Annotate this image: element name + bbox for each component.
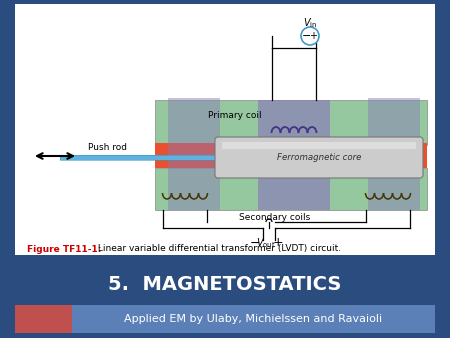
Bar (60, 155, 218, 160)
Text: Linear variable differential transformer (LVDT) circuit.: Linear variable differential transformer… (95, 244, 341, 254)
Bar (155, 168, 427, 210)
Text: Ferromagnetic core: Ferromagnetic core (277, 153, 361, 162)
Text: Secondary coils: Secondary coils (239, 214, 310, 222)
FancyBboxPatch shape (215, 137, 423, 178)
Text: −: − (302, 31, 311, 41)
Text: +: + (310, 31, 318, 41)
Bar (155, 143, 427, 168)
FancyBboxPatch shape (222, 142, 416, 149)
Text: Push rod: Push rod (89, 144, 127, 152)
Bar (258, 168, 330, 210)
Bar (60, 155, 218, 160)
Text: $V_\mathrm{out}$: $V_\mathrm{out}$ (256, 236, 276, 250)
Text: −: − (250, 237, 260, 249)
Bar (258, 100, 330, 145)
Text: Primary coil: Primary coil (208, 112, 262, 121)
Bar (168, 98, 220, 210)
Circle shape (301, 27, 319, 45)
Bar (72, 305, 435, 333)
Text: +: + (273, 237, 284, 249)
Bar (155, 100, 427, 145)
Bar (368, 98, 420, 210)
Bar (15, 305, 72, 333)
Bar (15, 265, 435, 303)
Text: Figure TF11-1:: Figure TF11-1: (27, 244, 101, 254)
Text: Applied EM by Ulaby, Michielssen and Ravaioli: Applied EM by Ulaby, Michielssen and Rav… (125, 314, 382, 324)
Text: 5.  MAGNETOSTATICS: 5. MAGNETOSTATICS (108, 274, 342, 293)
Bar (15, 4, 435, 255)
Text: $V_\mathrm{in}$: $V_\mathrm{in}$ (303, 16, 317, 30)
